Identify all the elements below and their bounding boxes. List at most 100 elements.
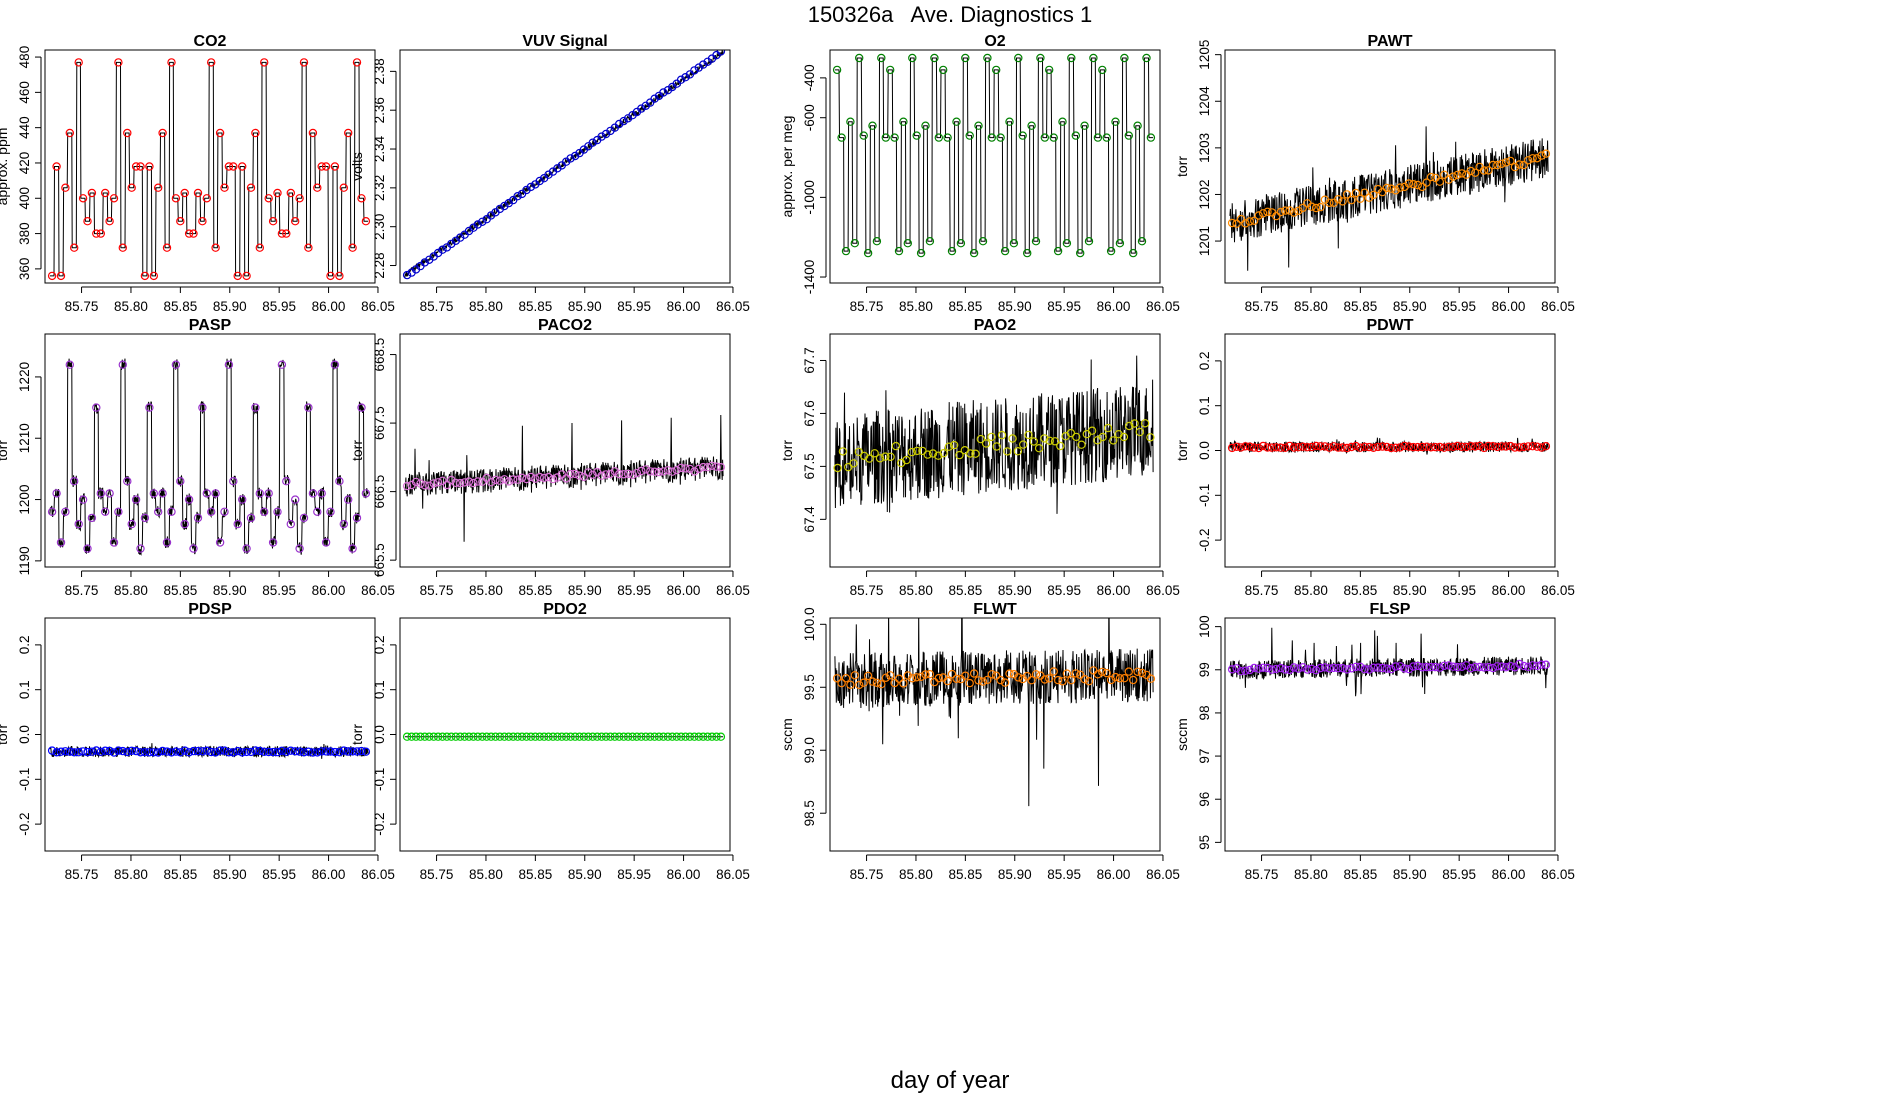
data-marker [295,194,304,203]
data-marker [1541,660,1551,669]
data-marker [513,732,522,741]
data-marker [1532,154,1542,163]
data-marker [1435,177,1445,186]
data-marker [952,674,961,684]
panel-title: PDSP [188,601,232,618]
data-marker [601,732,611,741]
data-marker [335,271,344,281]
data-marker [1146,133,1156,142]
x-tick-label: 85.90 [1393,867,1427,882]
data-marker [491,732,500,741]
data-marker [215,746,225,755]
x-tick-label: 86.00 [1492,299,1526,314]
data-marker [118,360,128,369]
data-marker [1227,665,1237,674]
data-marker [850,238,860,248]
x-tick-label: 86.00 [667,867,701,882]
data-marker [943,133,952,142]
data-marker [575,471,584,480]
data-marker [1146,674,1156,683]
data-marker [1395,183,1405,192]
data-marker [1254,211,1263,220]
data-marker [295,747,304,756]
x-tick-label: 85.90 [213,583,247,598]
x-tick-label: 85.85 [163,299,197,314]
data-marker [1515,659,1524,669]
y-tick-label: 1220 [17,362,32,392]
data-marker [469,732,478,741]
x-tick-label: 85.95 [617,583,651,598]
data-marker [321,162,331,171]
data-marker [969,248,979,258]
x-tick-label: 85.95 [1047,867,1081,882]
data-marker [246,747,256,757]
data-marker [1320,663,1330,672]
data-marker [1232,664,1241,673]
data-marker [694,732,704,741]
data-marker [1448,662,1458,671]
data-marker [495,204,505,214]
x-tick-label: 86.00 [312,299,346,314]
data-marker [566,732,575,741]
data-marker [268,747,278,757]
data-marker [1311,203,1321,213]
data-marker [1369,443,1378,452]
data-marker [1236,667,1246,676]
data-marker [597,132,606,141]
data-marker [460,478,469,487]
x-tick-label: 86.05 [361,583,395,598]
data-marker [921,121,930,130]
data-marker [344,495,353,504]
data-marker [211,748,220,757]
data-marker [978,677,988,686]
data-marker [486,478,496,487]
x-tick-label: 85.80 [114,299,148,314]
data-marker [1024,430,1033,440]
y-axis-label: torr [0,440,10,461]
data-marker [176,216,185,226]
data-marker [1417,442,1427,452]
data-marker [881,673,891,683]
data-marker [837,133,846,142]
data-marker [716,463,726,472]
y-tick-label: -1000 [802,180,817,215]
data-marker [912,131,921,140]
data-marker [1493,662,1502,671]
data-marker [690,732,699,741]
y-axis-label: volts [349,152,365,181]
x-tick-label: 85.75 [850,867,884,882]
data-marker [52,162,61,171]
data-marker [1360,665,1369,674]
data-marker [1479,443,1489,453]
data-marker [215,128,225,138]
data-marker [1466,442,1476,451]
y-tick-label: 97 [1197,749,1212,764]
data-marker [224,360,234,369]
data-marker [1137,236,1147,246]
data-marker [149,489,158,498]
data-marker [1008,434,1017,443]
data-marker [584,468,593,477]
x-tick-label: 86.00 [1097,867,1131,882]
data-marker [339,519,348,529]
data-marker [1058,677,1067,686]
data-marker [903,238,913,248]
data-marker [1045,436,1054,445]
data-marker [509,475,518,484]
data-marker [402,732,412,741]
x-tick-label: 85.90 [998,867,1032,882]
data-marker [153,183,163,192]
data-marker [291,747,300,756]
data-marker [464,732,474,741]
data-marker [947,669,957,679]
data-marker [1532,661,1542,671]
data-marker [1400,664,1409,673]
data-marker [1049,667,1058,676]
data-marker [934,133,944,142]
data-marker [1040,675,1050,684]
data-marker [140,748,150,757]
y-tick-label: 1190 [17,546,32,575]
data-marker [317,162,326,171]
data-marker [1400,441,1409,451]
data-marker [123,477,132,486]
